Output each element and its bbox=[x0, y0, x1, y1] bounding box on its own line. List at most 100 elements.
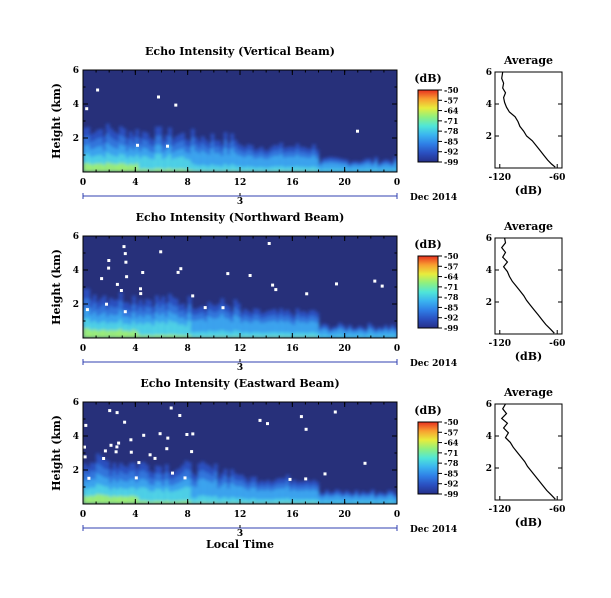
missing-data-cell bbox=[226, 272, 230, 276]
echo-cell bbox=[344, 164, 349, 172]
echo-cell bbox=[158, 168, 163, 172]
echo-cell bbox=[269, 157, 274, 172]
echo-cell bbox=[105, 323, 110, 338]
missing-data-cell bbox=[139, 292, 143, 296]
echo-cell bbox=[295, 320, 300, 338]
profile-y-tick-label: 2 bbox=[486, 132, 492, 142]
echo-cell bbox=[171, 169, 176, 172]
x-tick-label: 8 bbox=[185, 178, 191, 188]
echo-cell bbox=[102, 495, 107, 504]
echo-cell bbox=[197, 479, 202, 504]
missing-data-cell bbox=[178, 414, 182, 417]
echo-cell bbox=[364, 497, 369, 504]
panel-title: Echo Intensity (Vertical Beam) bbox=[145, 45, 335, 58]
echo-cell bbox=[194, 151, 199, 172]
echo-cell bbox=[197, 165, 202, 172]
missing-data-cell bbox=[191, 432, 195, 436]
echo-cell bbox=[109, 496, 114, 504]
echo-layer bbox=[83, 453, 397, 504]
echo-cell bbox=[122, 488, 127, 504]
echo-cell bbox=[292, 157, 297, 172]
echo-cell bbox=[177, 169, 182, 172]
echo-cell bbox=[161, 169, 166, 172]
echo-cell bbox=[220, 336, 225, 338]
echo-cell bbox=[279, 320, 284, 338]
echo-cell bbox=[370, 495, 375, 504]
missing-data-cell bbox=[84, 423, 88, 427]
echo-cell bbox=[276, 156, 280, 172]
echo-cell bbox=[155, 500, 159, 504]
echo-cell bbox=[115, 496, 120, 504]
echo-cell bbox=[240, 322, 244, 338]
echo-cell bbox=[370, 165, 375, 172]
echo-cell bbox=[226, 336, 231, 338]
echo-cell bbox=[370, 501, 375, 504]
echo-cell bbox=[99, 494, 104, 504]
profile-x-tick-label: -60 bbox=[549, 505, 565, 515]
echo-cell bbox=[86, 318, 91, 338]
missing-data-cell bbox=[96, 88, 100, 92]
echo-cell bbox=[285, 486, 290, 504]
echo-cell bbox=[292, 324, 297, 338]
echo-cell bbox=[289, 156, 293, 172]
echo-cell bbox=[315, 322, 320, 338]
echo-cell bbox=[262, 322, 267, 338]
echo-cell bbox=[187, 487, 192, 504]
echo-cell bbox=[141, 324, 146, 338]
echo-cell bbox=[109, 330, 114, 338]
echo-cell bbox=[272, 320, 277, 338]
echo-cell bbox=[262, 332, 267, 338]
echo-cell bbox=[367, 335, 372, 338]
echo-cell bbox=[305, 323, 310, 338]
echo-cell bbox=[187, 321, 192, 338]
echo-cell bbox=[128, 163, 133, 172]
echo-cell bbox=[390, 166, 395, 172]
echo-cell bbox=[190, 336, 195, 338]
colorbar-tick-label: -57 bbox=[444, 427, 458, 437]
echo-cell bbox=[266, 159, 271, 172]
echo-cell bbox=[243, 320, 248, 338]
echo-cell bbox=[289, 490, 293, 504]
echo-cell bbox=[253, 167, 257, 172]
echo-cell bbox=[217, 488, 221, 504]
echo-cell bbox=[246, 166, 251, 172]
echo-cell bbox=[370, 330, 375, 338]
echo-cell bbox=[243, 336, 248, 338]
echo-cell bbox=[240, 332, 244, 338]
echo-cell bbox=[164, 500, 169, 504]
echo-cell bbox=[302, 499, 306, 504]
echo-cell bbox=[266, 489, 271, 504]
echo-cell bbox=[285, 157, 290, 172]
echo-cell bbox=[393, 162, 397, 172]
missing-data-cell bbox=[169, 406, 173, 410]
echo-cell bbox=[253, 320, 257, 338]
echo-cell bbox=[213, 318, 218, 338]
echo-cell bbox=[367, 329, 372, 338]
echo-cell bbox=[325, 501, 329, 504]
colorbar-tick-label: -64 bbox=[444, 438, 459, 448]
echo-cell bbox=[233, 502, 238, 504]
echo-cell bbox=[292, 489, 297, 504]
echo-cell bbox=[226, 166, 231, 172]
echo-cell bbox=[341, 501, 346, 504]
echo-cell bbox=[285, 502, 290, 504]
missing-data-cell bbox=[108, 409, 112, 413]
echo-cell bbox=[155, 488, 159, 504]
echo-cell bbox=[256, 332, 261, 338]
echo-cell bbox=[135, 496, 140, 504]
echo-cell bbox=[364, 164, 369, 172]
echo-cell bbox=[217, 165, 221, 172]
echo-cell bbox=[181, 335, 185, 338]
echo-cell bbox=[194, 165, 199, 172]
echo-cell bbox=[321, 329, 326, 338]
echo-cell bbox=[282, 498, 287, 504]
echo-cell bbox=[256, 499, 261, 504]
missing-data-cell bbox=[203, 306, 207, 310]
echo-cell bbox=[171, 491, 176, 504]
echo-cell bbox=[295, 332, 300, 338]
echo-cell bbox=[184, 158, 189, 172]
echo-cell bbox=[240, 156, 244, 172]
echo-cell bbox=[171, 159, 176, 172]
echo-cell bbox=[243, 488, 248, 504]
colorbar-tick-label: -92 bbox=[444, 147, 458, 157]
